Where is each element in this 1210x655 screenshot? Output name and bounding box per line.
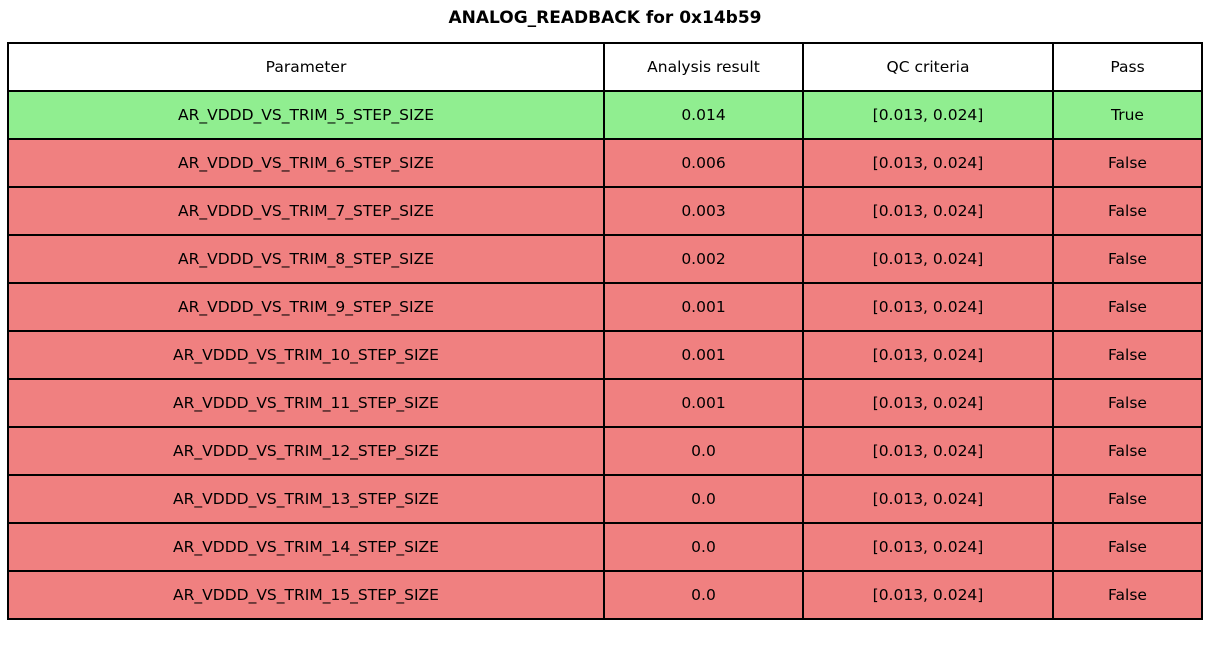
pass-cell: False [1052, 522, 1203, 572]
pass-cell: False [1052, 426, 1203, 476]
table-row: AR_VDDD_VS_TRIM_9_STEP_SIZE 0.001 [0.013, … [7, 282, 1203, 332]
table-row: AR_VDDD_VS_TRIM_14_STEP_SIZE 0.0 [0.013, 0… [7, 522, 1203, 572]
parameter-cell: AR_VDDD_VS_TRIM_6_STEP_SIZE [7, 138, 605, 188]
qc-criteria-cell: [0.013, 0.024] [802, 378, 1054, 428]
pass-cell: True [1052, 90, 1203, 140]
parameter-cell: AR_VDDD_VS_TRIM_11_STEP_SIZE [7, 378, 605, 428]
parameter-cell: AR_VDDD_VS_TRIM_8_STEP_SIZE [7, 234, 605, 284]
pass-cell: False [1052, 138, 1203, 188]
pass-cell: False [1052, 330, 1203, 380]
qc-criteria-cell: [0.013, 0.024] [802, 186, 1054, 236]
table-row: AR_VDDD_VS_TRIM_11_STEP_SIZE 0.001 [0.013,… [7, 378, 1203, 428]
analysis-result-cell: 0.0 [603, 426, 804, 476]
qc-criteria-cell: [0.013, 0.024] [802, 138, 1054, 188]
col-header-qc-criteria: QC criteria [802, 42, 1054, 92]
table-row: AR_VDDD_VS_TRIM_15_STEP_SIZE 0.0 [0.013, 0… [7, 570, 1203, 620]
analysis-result-cell: 0.001 [603, 282, 804, 332]
pass-cell: False [1052, 234, 1203, 284]
parameter-cell: AR_VDDD_VS_TRIM_13_STEP_SIZE [7, 474, 605, 524]
col-header-parameter: Parameter [7, 42, 605, 92]
pass-cell: False [1052, 282, 1203, 332]
qc-criteria-cell: [0.013, 0.024] [802, 282, 1054, 332]
parameter-cell: AR_VDDD_VS_TRIM_14_STEP_SIZE [7, 522, 605, 572]
table-row: AR_VDDD_VS_TRIM_8_STEP_SIZE 0.002 [0.013, … [7, 234, 1203, 284]
pass-cell: False [1052, 186, 1203, 236]
parameter-cell: AR_VDDD_VS_TRIM_7_STEP_SIZE [7, 186, 605, 236]
table-row: AR_VDDD_VS_TRIM_7_STEP_SIZE 0.003 [0.013, … [7, 186, 1203, 236]
parameter-cell: AR_VDDD_VS_TRIM_12_STEP_SIZE [7, 426, 605, 476]
analysis-result-cell: 0.001 [603, 330, 804, 380]
parameter-cell: AR_VDDD_VS_TRIM_5_STEP_SIZE [7, 90, 605, 140]
col-header-analysis-result: Analysis result [603, 42, 804, 92]
analysis-result-cell: 0.002 [603, 234, 804, 284]
qc-results-table: Parameter Analysis result QC criteria Pa… [7, 42, 1203, 620]
analysis-result-cell: 0.0 [603, 522, 804, 572]
header-row: Parameter Analysis result QC criteria Pa… [7, 42, 1203, 92]
qc-criteria-cell: [0.013, 0.024] [802, 522, 1054, 572]
analysis-result-cell: 0.014 [603, 90, 804, 140]
parameter-cell: AR_VDDD_VS_TRIM_15_STEP_SIZE [7, 570, 605, 620]
analysis-result-cell: 0.0 [603, 570, 804, 620]
qc-criteria-cell: [0.013, 0.024] [802, 426, 1054, 476]
qc-criteria-cell: [0.013, 0.024] [802, 330, 1054, 380]
qc-criteria-cell: [0.013, 0.024] [802, 474, 1054, 524]
pass-cell: False [1052, 570, 1203, 620]
pass-cell: False [1052, 474, 1203, 524]
page-title: ANALOG_READBACK for 0x14b59 [448, 8, 762, 28]
table-row: AR_VDDD_VS_TRIM_13_STEP_SIZE 0.0 [0.013, 0… [7, 474, 1203, 524]
parameter-cell: AR_VDDD_VS_TRIM_10_STEP_SIZE [7, 330, 605, 380]
analysis-result-cell: 0.003 [603, 186, 804, 236]
table-row: AR_VDDD_VS_TRIM_12_STEP_SIZE 0.0 [0.013, 0… [7, 426, 1203, 476]
table-row: AR_VDDD_VS_TRIM_5_STEP_SIZE 0.014 [0.013, … [7, 90, 1203, 140]
qc-criteria-cell: [0.013, 0.024] [802, 234, 1054, 284]
qc-criteria-cell: [0.013, 0.024] [802, 570, 1054, 620]
table-row: AR_VDDD_VS_TRIM_10_STEP_SIZE 0.001 [0.013,… [7, 330, 1203, 380]
pass-cell: False [1052, 378, 1203, 428]
table-row: AR_VDDD_VS_TRIM_6_STEP_SIZE 0.006 [0.013, … [7, 138, 1203, 188]
analysis-result-cell: 0.006 [603, 138, 804, 188]
qc-criteria-cell: [0.013, 0.024] [802, 90, 1054, 140]
analysis-result-cell: 0.001 [603, 378, 804, 428]
parameter-cell: AR_VDDD_VS_TRIM_9_STEP_SIZE [7, 282, 605, 332]
analysis-result-cell: 0.0 [603, 474, 804, 524]
col-header-pass: Pass [1052, 42, 1203, 92]
